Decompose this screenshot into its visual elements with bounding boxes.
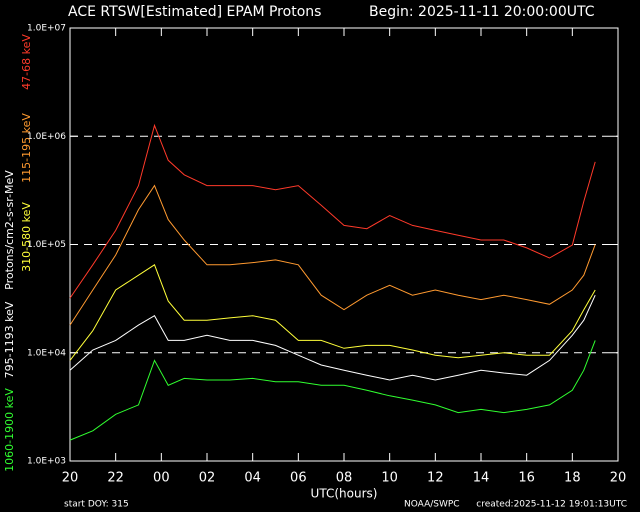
x-tick-label: 12: [427, 471, 444, 486]
x-tick-label: 16: [518, 471, 535, 486]
legend-entry: 47-68 keV: [20, 34, 33, 90]
x-tick-label: 14: [473, 471, 490, 486]
legend-entry: 310-580 keV: [20, 202, 33, 272]
series-line: [69, 340, 596, 441]
y-axis-label: Protons/cm2-s-sr-MeV: [3, 170, 16, 290]
footer-left: start DOY: 315: [64, 500, 129, 510]
series-line: [69, 184, 596, 326]
x-tick-label: 10: [381, 471, 398, 486]
x-tick-label: 02: [199, 471, 216, 486]
legend-entry: 1060-1900 keV: [3, 388, 16, 472]
chart-subtitle: Begin: 2025-11-11 20:00:00UTC: [369, 4, 595, 20]
footer-center: NOAA/SWPC: [404, 500, 460, 510]
y-tick-label: 1.0E+03: [27, 457, 66, 467]
y-tick-label: 1.0E+05: [27, 240, 66, 250]
legend-entry: 795-1193 keV: [3, 301, 16, 378]
legend-entry: 115-195 keV: [20, 113, 33, 183]
x-tick-label: 00: [153, 471, 170, 486]
y-tick-label: 1.0E+07: [27, 24, 66, 34]
x-axis-label: UTC(hours): [311, 487, 378, 501]
x-tick-label: 20: [62, 471, 79, 486]
y-tick-label: 1.0E+06: [27, 132, 66, 142]
x-tick-label: 18: [564, 471, 581, 486]
chart-title: ACE RTSW[Estimated] EPAM Protons: [68, 4, 321, 20]
x-tick-label: 22: [107, 471, 124, 486]
x-tick-label: 08: [336, 471, 353, 486]
x-tick-label: 06: [290, 471, 307, 486]
y-tick-label: 1.0E+04: [27, 348, 66, 358]
x-tick-label: 20: [610, 471, 627, 486]
series-line: [69, 294, 596, 381]
footer-right: created:2025-11-12 19:01:13UTC: [476, 500, 627, 510]
series-line: [69, 264, 596, 361]
series-line: [69, 123, 596, 299]
x-tick-label: 04: [244, 471, 261, 486]
